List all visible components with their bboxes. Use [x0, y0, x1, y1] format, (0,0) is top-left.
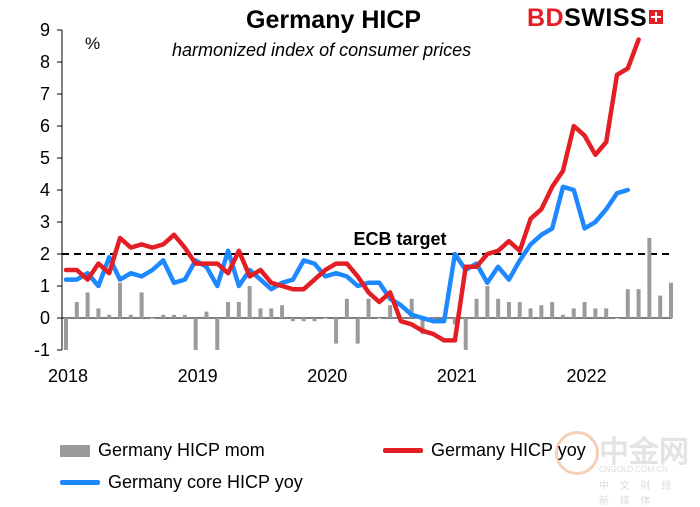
- mom-bar: [85, 292, 90, 318]
- legend-label-mom: Germany HICP mom: [98, 440, 265, 460]
- mom-bar: [614, 318, 619, 319]
- chart-title: Germany HICP: [246, 6, 422, 34]
- mom-bar: [280, 305, 285, 318]
- mom-bar: [204, 311, 209, 318]
- x-tick-label: 2022: [567, 366, 607, 386]
- mom-bar: [150, 318, 155, 319]
- y-tick-label: 4: [40, 180, 50, 200]
- mom-bar: [334, 318, 339, 344]
- y-tick-label: 7: [40, 84, 50, 104]
- mom-bar: [312, 318, 317, 322]
- watermark-logo-icon: [555, 431, 599, 475]
- brand-swiss: SWISS: [564, 4, 648, 32]
- mom-bar: [388, 305, 393, 318]
- mom-bar: [669, 282, 673, 318]
- y-tick-label: 8: [40, 52, 50, 72]
- x-axis: 2018 2019 2020 2021 2022: [48, 366, 607, 386]
- mom-bar: [647, 238, 652, 318]
- y-tick-label: 2: [40, 244, 50, 264]
- chart-subtitle: harmonized index of consumer prices: [172, 40, 472, 60]
- legend-swatch-mom: [60, 444, 90, 457]
- mom-bar: [139, 292, 144, 318]
- mom-bar: [409, 298, 414, 318]
- mom-bar: [182, 314, 187, 318]
- mom-bar: [506, 302, 511, 318]
- hicp-yoy-line: [63, 37, 641, 343]
- y-tick-label: 0: [40, 308, 50, 328]
- x-tick-label: 2020: [307, 366, 347, 386]
- mom-bar: [604, 308, 609, 318]
- y-tick-label: 6: [40, 116, 50, 136]
- watermark-site: CNGOLD.COM.CN: [599, 465, 668, 474]
- y-axis: -1 0 1 2 3 4 5 6 7 8 9: [34, 20, 63, 360]
- mom-bar: [236, 302, 241, 318]
- x-tick-label: 2019: [178, 366, 218, 386]
- mom-bar: [290, 318, 295, 322]
- y-tick-label: 1: [40, 276, 50, 296]
- mom-bar: [485, 286, 490, 318]
- mom-bar: [452, 318, 457, 325]
- mom-bar: [550, 302, 555, 318]
- legend-label-core: Germany core HICP yoy: [108, 472, 303, 492]
- yoy-lines: [63, 37, 641, 343]
- mom-bar: [128, 314, 133, 318]
- mom-bar: [366, 298, 371, 318]
- mom-bar: [161, 314, 166, 318]
- mom-bar: [118, 282, 123, 318]
- mom-bar: [582, 302, 587, 318]
- mom-bar: [593, 308, 598, 318]
- mom-bar: [247, 286, 252, 318]
- mom-bar: [658, 295, 663, 318]
- legend-item-core: Germany core HICP yoy: [60, 472, 303, 493]
- watermark-main: 中金网: [599, 436, 689, 469]
- y-tick-label: -1: [34, 340, 50, 360]
- mom-bar: [560, 314, 565, 318]
- mom-bar: [636, 289, 641, 318]
- y-unit-label: %: [85, 34, 101, 53]
- mom-bar: [355, 318, 360, 344]
- mom-bar: [420, 318, 425, 334]
- mom-bar: [64, 318, 68, 350]
- legend-item-mom: Germany HICP mom: [60, 440, 265, 461]
- watermark-sub: 中 文 财 经 新 媒 体: [599, 481, 676, 507]
- watermark: 中金网 CNGOLD.COM.CN 中 文 财 经 新 媒 体: [555, 425, 695, 507]
- y-tick-label: 3: [40, 212, 50, 232]
- mom-bar: [215, 318, 220, 350]
- legend-item-yoy: Germany HICP yoy: [383, 440, 586, 461]
- legend-swatch-yoy: [383, 448, 423, 453]
- x-tick-label: 2021: [437, 366, 477, 386]
- mom-bar: [496, 298, 501, 318]
- mom-bar: [269, 308, 274, 318]
- mom-bar: [571, 308, 576, 318]
- mom-bar: [517, 302, 522, 318]
- x-tick-label: 2018: [48, 366, 88, 386]
- mom-bar: [193, 318, 198, 350]
- mom-bar: [74, 302, 79, 318]
- mom-bar: [226, 302, 231, 318]
- legend-swatch-core: [60, 480, 100, 485]
- swiss-cross-icon: [649, 10, 664, 24]
- brand-logo: BDSWISS: [527, 4, 664, 33]
- mom-bar: [258, 308, 263, 318]
- mom-bar: [344, 298, 349, 318]
- mom-bar: [474, 298, 479, 318]
- mom-bar: [107, 314, 112, 318]
- mom-bar: [301, 318, 306, 322]
- mom-bar: [96, 308, 101, 318]
- y-tick-label: 5: [40, 148, 50, 168]
- core-yoy-line: [63, 184, 631, 324]
- mom-bar: [323, 318, 328, 319]
- mom-bar: [377, 318, 382, 319]
- mom-bar: [463, 318, 468, 350]
- legend-label-yoy: Germany HICP yoy: [431, 440, 586, 460]
- brand-bd: BD: [527, 4, 565, 32]
- y-tick-label: 9: [40, 20, 50, 40]
- mom-bar: [172, 314, 177, 318]
- ecb-target-label: ECB target: [353, 229, 446, 249]
- mom-bar: [528, 308, 533, 318]
- mom-bar: [625, 289, 630, 318]
- mom-bar: [539, 305, 544, 318]
